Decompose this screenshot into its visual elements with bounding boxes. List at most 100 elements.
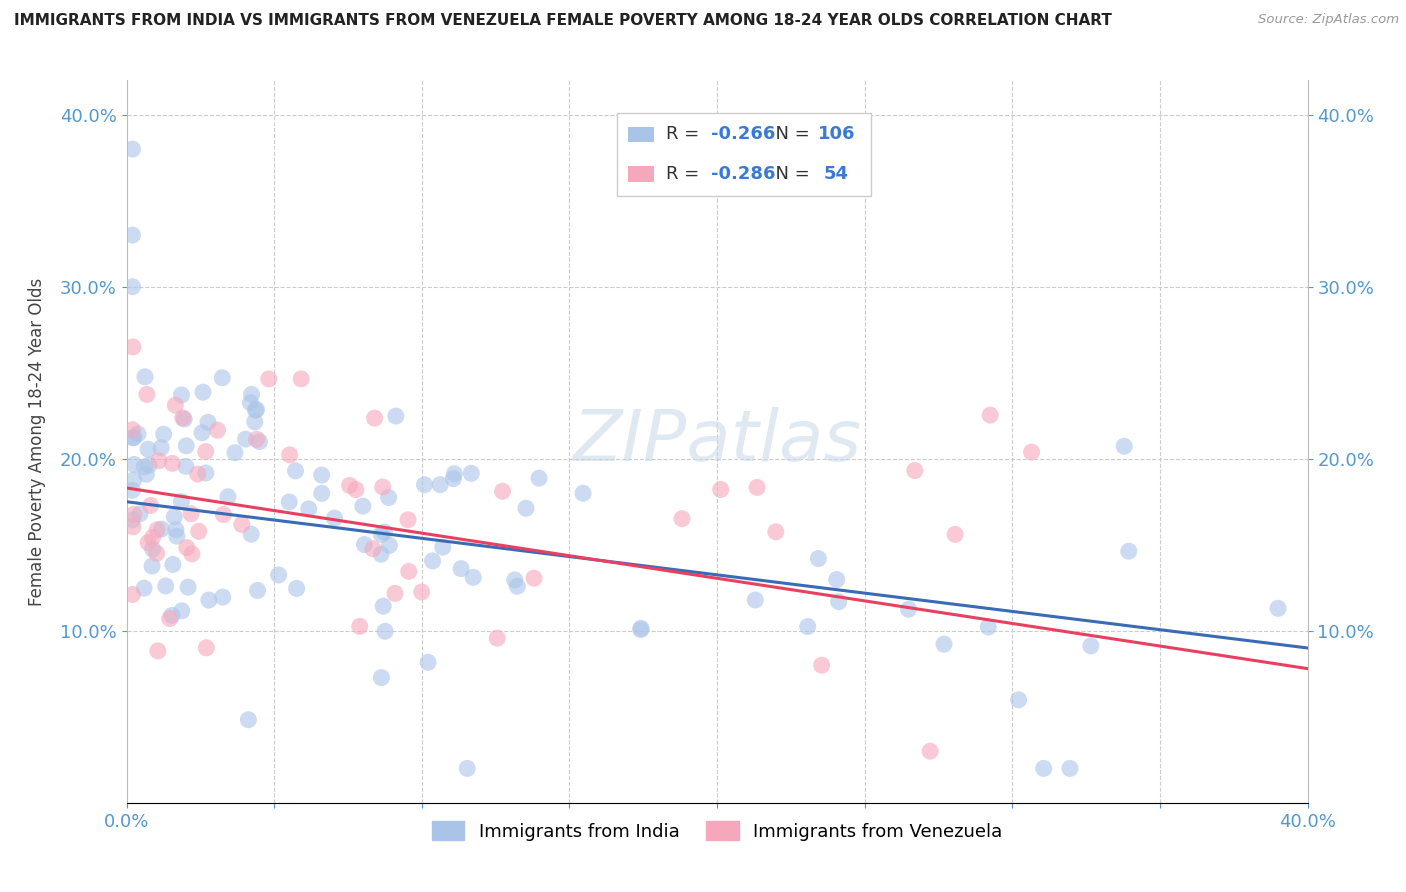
Point (129, 507, 152, 521)
Point (460, 467, 482, 481)
Point (145, 546, 167, 560)
Point (278, 448, 301, 462)
Point (217, 490, 239, 504)
Point (370, 671, 392, 685)
Point (207, 423, 229, 437)
Point (323, 511, 346, 525)
Point (339, 478, 361, 492)
Point (121, 279, 143, 293)
Text: 106: 106 (817, 126, 855, 144)
Point (138, 458, 160, 472)
Point (121, 142, 143, 156)
Point (441, 472, 464, 486)
FancyBboxPatch shape (628, 166, 654, 182)
Point (170, 604, 193, 618)
Point (1008, 693, 1031, 707)
Point (796, 619, 818, 633)
Point (349, 619, 371, 633)
Point (398, 565, 420, 579)
Point (456, 761, 478, 775)
Point (187, 467, 209, 481)
Point (378, 538, 401, 552)
Point (744, 593, 766, 607)
Point (135, 467, 157, 482)
Text: N =: N = (765, 126, 815, 144)
Point (1080, 639, 1102, 653)
Point (897, 602, 920, 616)
Point (197, 415, 219, 429)
Point (373, 524, 395, 539)
Point (1267, 601, 1289, 615)
Point (160, 608, 183, 623)
Point (176, 541, 198, 555)
Point (141, 531, 163, 545)
Point (150, 441, 173, 455)
Point (361, 541, 384, 556)
Point (122, 508, 145, 522)
Point (450, 562, 472, 576)
Point (136, 442, 159, 457)
Point (165, 523, 187, 537)
Text: IMMIGRANTS FROM INDIA VS IMMIGRANTS FROM VENEZUELA FEMALE POVERTY AMONG 18-24 YE: IMMIGRANTS FROM INDIA VS IMMIGRANTS FROM… (14, 13, 1112, 29)
Point (506, 579, 529, 593)
Point (166, 529, 188, 543)
Point (1021, 445, 1043, 459)
Point (245, 433, 267, 447)
Point (173, 412, 195, 426)
Point (828, 595, 851, 609)
Point (240, 527, 263, 541)
Point (979, 408, 1001, 422)
Point (121, 423, 143, 437)
Point (463, 570, 485, 584)
Point (920, 744, 942, 758)
Point (121, 483, 143, 498)
Point (245, 403, 267, 417)
Point (523, 571, 546, 585)
Point (122, 431, 145, 445)
Point (384, 586, 406, 600)
Point (240, 387, 263, 401)
Point (353, 537, 375, 551)
Point (377, 491, 399, 505)
Point (278, 495, 301, 509)
Point (371, 480, 394, 494)
Point (245, 402, 267, 417)
Point (136, 387, 159, 401)
Point (344, 483, 367, 497)
Point (132, 581, 155, 595)
Point (141, 559, 163, 574)
Point (710, 483, 733, 497)
Point (127, 426, 149, 441)
Point (150, 522, 173, 536)
Point (671, 511, 693, 525)
Point (572, 486, 595, 500)
Point (491, 484, 513, 499)
Point (142, 541, 165, 556)
Point (146, 523, 169, 537)
Point (413, 477, 436, 491)
Point (212, 508, 235, 522)
FancyBboxPatch shape (628, 127, 654, 143)
Point (249, 434, 271, 449)
Text: -0.266: -0.266 (711, 126, 776, 144)
Point (932, 637, 955, 651)
Point (385, 409, 408, 423)
Text: R =: R = (666, 165, 706, 183)
Point (352, 499, 374, 513)
Point (374, 624, 396, 639)
Point (486, 631, 509, 645)
Point (290, 372, 312, 386)
Legend: Immigrants from India, Immigrants from Venezuela: Immigrants from India, Immigrants from V… (425, 814, 1010, 848)
Point (122, 520, 145, 534)
Point (235, 432, 257, 446)
Point (148, 454, 170, 468)
Point (187, 524, 209, 539)
Point (231, 517, 253, 532)
Point (238, 713, 260, 727)
Point (194, 466, 217, 480)
Point (977, 620, 1000, 634)
Point (121, 587, 143, 601)
Point (411, 585, 433, 599)
Point (198, 593, 221, 607)
Point (162, 558, 184, 572)
